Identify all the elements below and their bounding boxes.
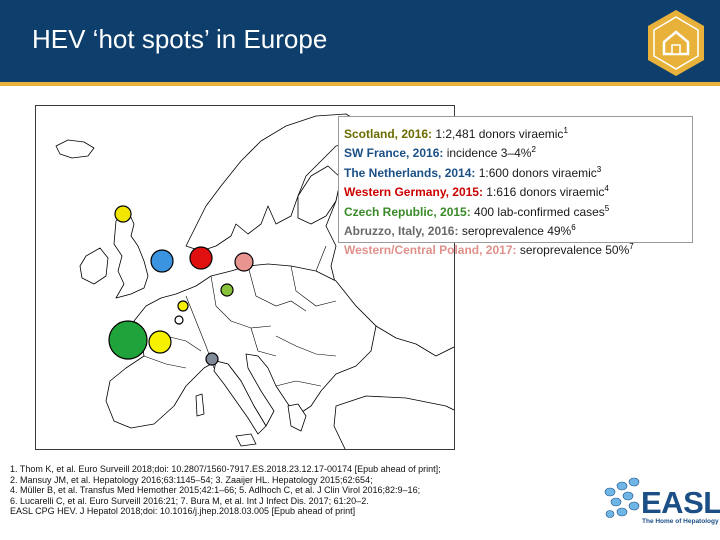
legend-item: SW France, 2016: incidence 3–4%2: [344, 142, 686, 161]
legend-item: Abruzzo, Italy, 2016: seroprevalence 49%…: [344, 220, 686, 239]
legend-place: Abruzzo, Italy, 2016:: [344, 224, 459, 239]
accent-line: [0, 82, 720, 86]
slide-title: HEV ‘hot spots’ in Europe: [32, 24, 328, 54]
legend-place: Western Germany, 2015:: [344, 185, 483, 200]
legend-item: The Netherlands, 2014: 1:600 donors vira…: [344, 162, 686, 181]
legend-ref: 3: [596, 164, 602, 174]
home-icon[interactable]: [645, 8, 707, 78]
hotspot-abruzzo-italy: [205, 352, 219, 366]
hotspot-france-east: [177, 300, 189, 312]
legend-ref: 1: [563, 126, 568, 135]
hotspot-netherlands: [150, 249, 174, 273]
legend-ref: 2: [531, 145, 536, 155]
reference-line: EASL CPG HEV. J Hepatol 2018;doi: 10.101…: [10, 506, 356, 517]
legend-item: Western/Central Poland, 2017: seropreval…: [344, 239, 686, 258]
legend-place: Scotland, 2016:: [344, 127, 433, 141]
legend-desc: seroprevalence 50%: [516, 243, 630, 258]
legend-item: Western Germany, 2015: 1:616 donors vira…: [344, 181, 686, 200]
reference-line: 6. Lucarelli C, et al. Euro Surveill 201…: [10, 495, 369, 506]
legend-item: Scotland, 2016: 1:2,481 donors viraemic1: [344, 123, 686, 142]
hotspot-legend: Scotland, 2016: 1:2,481 donors viraemic1…: [338, 116, 693, 257]
reference-line: 4. Müller B, et al. Transfus Med Hemothe…: [10, 485, 421, 496]
legend-place: Czech Republic, 2015:: [344, 204, 471, 219]
easl-tagline: The Home of Hepatology: [642, 518, 719, 525]
hotspot-scotland: [114, 205, 132, 223]
legend-ref: 5: [604, 203, 610, 213]
hotspot-switzerland: [174, 315, 184, 325]
easl-logo-icon: [604, 477, 640, 518]
hotspot-sw-france-2: [148, 330, 172, 354]
legend-desc: incidence 3–4%: [443, 146, 532, 161]
reference-line: 2. Mansuy JM, et al. Hepatology 2016;63:…: [10, 474, 373, 485]
legend-desc: 1:2,481 donors viraemic: [432, 127, 564, 141]
legend-place: SW France, 2016:: [344, 146, 444, 161]
easl-wordmark: EASL: [641, 485, 720, 520]
hotspot-western-germany: [189, 246, 213, 270]
legend-ref: 4: [604, 184, 609, 194]
legend-desc: 1:616 donors viraemic: [482, 185, 605, 200]
legend-place: The Netherlands, 2014:: [344, 165, 476, 180]
header-bar: [0, 0, 720, 82]
references: 1. Thom K, et al. Euro Surveill 2018;doi…: [10, 464, 570, 517]
legend-ref: 6: [571, 223, 576, 233]
legend-ref: 7: [629, 242, 634, 252]
hotspot-poland: [234, 252, 254, 272]
legend-item: Czech Republic, 2015: 400 lab-confirmed …: [344, 201, 686, 220]
reference-line: 1. Thom K, et al. Euro Surveill 2018;doi…: [10, 464, 441, 474]
legend-place: Western/Central Poland, 2017:: [344, 243, 517, 258]
legend-desc: seroprevalence 49%: [458, 224, 572, 239]
hotspot-czech-republic: [220, 283, 234, 297]
legend-desc: 400 lab-confirmed cases: [470, 204, 605, 219]
hotspot-sw-france: [108, 320, 148, 360]
legend-desc: 1:600 donors viraemic: [475, 165, 597, 180]
